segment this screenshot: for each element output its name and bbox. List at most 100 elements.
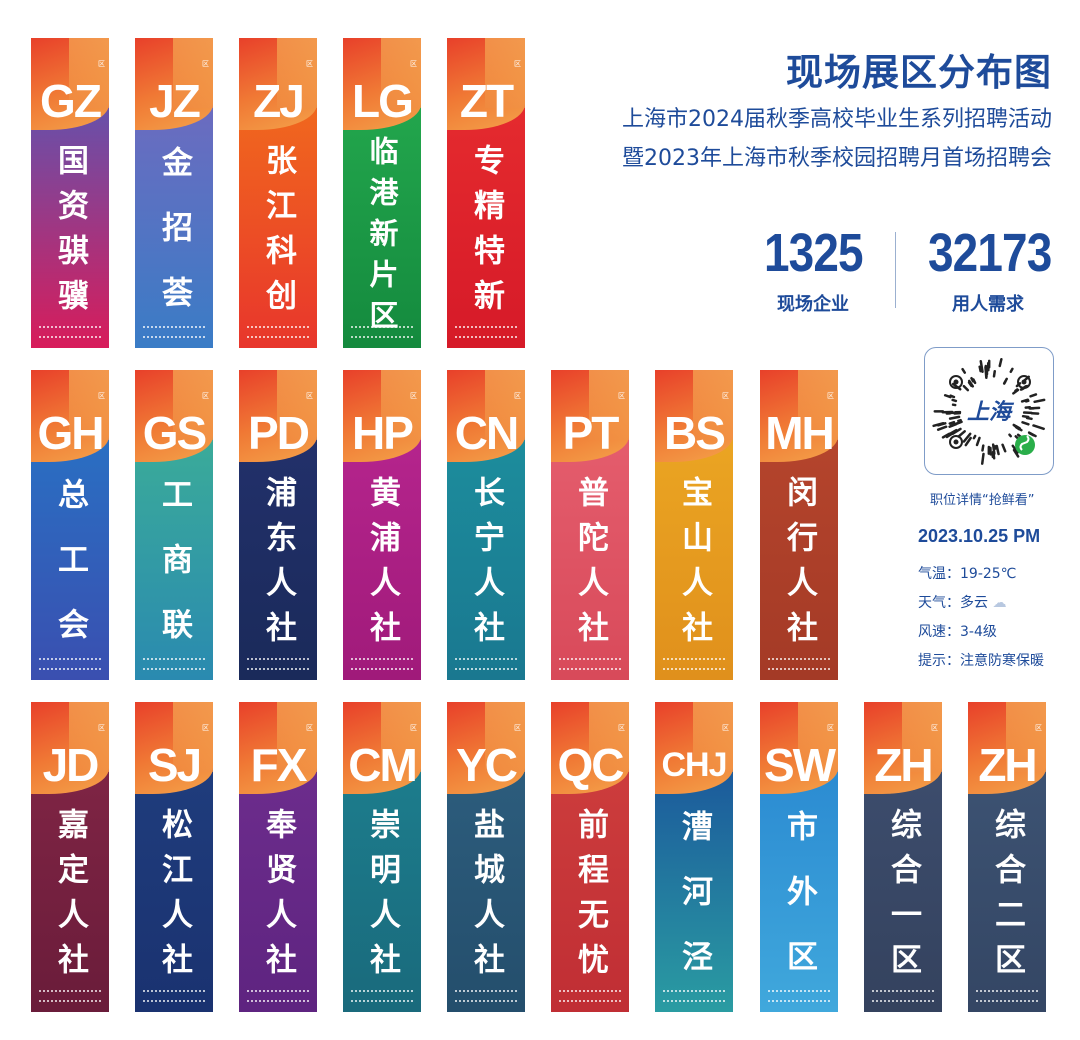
fine-print xyxy=(351,990,413,1002)
fine-print xyxy=(768,990,830,1002)
zone-banner-cm: CM 区崇明人社 xyxy=(343,702,421,1012)
banner-cap-highlight xyxy=(693,370,733,440)
zone-banner-lg: LG 区临港新片区 xyxy=(343,38,421,348)
fine-print xyxy=(455,990,517,1002)
zone-suffix: 区 xyxy=(98,60,105,68)
zone-code: QC xyxy=(557,739,625,791)
subtitle-1: 上海市2024届秋季高校毕业生系列招聘活动 xyxy=(622,107,1052,132)
zone-name: 综合一区 xyxy=(885,808,921,988)
zone-banner-yc: YC 区盐城人社 xyxy=(447,702,525,1012)
zone-suffix: 区 xyxy=(827,724,834,732)
fine-print xyxy=(663,990,725,1002)
zone-name: 盐城人社 xyxy=(468,808,504,988)
zone-code: CHJ xyxy=(661,746,727,784)
zone-banner-qc: QC 区前程无忧 xyxy=(551,702,629,1012)
zone-name: 长宁人社 xyxy=(468,476,504,656)
zone-suffix: 区 xyxy=(306,60,313,68)
zone-code: LG xyxy=(352,75,414,127)
qr-center-text: 上海 xyxy=(967,400,1015,425)
fine-print xyxy=(143,326,205,338)
zone-name: 松江人社 xyxy=(156,808,192,988)
fine-print xyxy=(559,990,621,1002)
banner-cap-highlight xyxy=(69,38,109,108)
wind-speed: 风速：3-4级 xyxy=(918,624,997,640)
zone-code: CM xyxy=(348,739,418,791)
banner-cap-highlight xyxy=(277,38,317,108)
zone-suffix: 区 xyxy=(306,724,313,732)
zone-banner-sj: SJ 区松江人社 xyxy=(135,702,213,1012)
banner-cap-highlight xyxy=(277,370,317,440)
zone-suffix: 区 xyxy=(618,724,625,732)
zone-banner-zt: ZT 区专精特新 xyxy=(447,38,525,348)
banner-cap-highlight xyxy=(589,370,629,440)
page-title: 现场展区分布图 xyxy=(786,51,1052,94)
event-date: 2023.10.25 PM xyxy=(918,526,1041,546)
fine-print xyxy=(559,658,621,670)
zone-suffix: 区 xyxy=(306,392,313,400)
zone-name: 普陀人社 xyxy=(572,476,608,656)
zone-banner-hp: HP 区黄浦人社 xyxy=(343,370,421,680)
banner-cap-highlight xyxy=(693,702,733,772)
zone-suffix: 区 xyxy=(514,392,521,400)
fine-print xyxy=(976,990,1038,1002)
zone-code: GH xyxy=(37,407,105,459)
mini-program-icon xyxy=(1015,435,1035,455)
banner-cap-highlight xyxy=(902,702,942,772)
zone-code: SJ xyxy=(147,739,202,791)
zone-code: CN xyxy=(454,407,519,459)
zone-code: JD xyxy=(42,739,100,791)
zone-banner-mh: MH 区闵行人社 xyxy=(760,370,838,680)
banner-cap-highlight xyxy=(485,702,525,772)
zone-name: 漕河泾 xyxy=(676,810,712,1005)
qr-code[interactable]: 上海 xyxy=(924,347,1054,475)
zone-banner-jz: JZ 区金招荟 xyxy=(135,38,213,348)
zone-name: 专精特新 xyxy=(468,144,504,324)
zone-banner-zh: ZH 区综合一区 xyxy=(864,702,942,1012)
zone-name: 嘉定人社 xyxy=(52,808,88,988)
zone-code: GZ xyxy=(40,75,102,127)
zone-name: 浦东人社 xyxy=(260,476,296,656)
banner-cap-highlight xyxy=(173,370,213,440)
zone-suffix: 区 xyxy=(1035,724,1042,732)
banner-cap-highlight xyxy=(69,370,109,440)
zone-banner-fx: FX 区奉贤人社 xyxy=(239,702,317,1012)
fine-print xyxy=(351,326,413,338)
qr-code-pattern: 上海 xyxy=(932,358,1046,465)
qr-caption: 职位详情“抢鲜看” xyxy=(930,493,1035,508)
stat-demand-label: 用人需求 xyxy=(952,294,1024,315)
zone-code: FX xyxy=(250,739,308,791)
banner-cap-highlight xyxy=(589,702,629,772)
zone-suffix: 区 xyxy=(514,724,521,732)
banner-cap-highlight xyxy=(485,38,525,108)
banner-cap-highlight xyxy=(798,370,838,440)
zone-banner-bs: BS 区宝山人社 xyxy=(655,370,733,680)
zone-name: 宝山人社 xyxy=(676,476,712,656)
zone-name: 金招荟 xyxy=(156,146,192,341)
banner-cap-highlight xyxy=(381,702,421,772)
fine-print xyxy=(247,990,309,1002)
zone-code: ZH xyxy=(978,739,1037,791)
zone-banner-gz: GZ 区国资骐骥 xyxy=(31,38,109,348)
temperature: 气温：19-25℃ xyxy=(918,566,1017,582)
zone-banner-gs: GS 区工商联 xyxy=(135,370,213,680)
fine-print xyxy=(351,658,413,670)
zone-name: 综合二区 xyxy=(989,808,1025,988)
banner-cap-highlight xyxy=(381,38,421,108)
stat-demand-value: 32173 xyxy=(928,223,1052,283)
fine-print xyxy=(455,326,517,338)
zone-code: ZJ xyxy=(253,75,305,127)
zone-banner-pd: PD 区浦东人社 xyxy=(239,370,317,680)
banner-cap-highlight xyxy=(485,370,525,440)
zone-suffix: 区 xyxy=(410,60,417,68)
fine-print xyxy=(39,658,101,670)
zone-banner-sw: SW 区市外区 xyxy=(760,702,838,1012)
zone-suffix: 区 xyxy=(410,392,417,400)
zone-code: MH xyxy=(765,407,835,459)
zone-name: 张江科创 xyxy=(260,144,296,324)
zone-code: BS xyxy=(664,407,726,459)
zone-name: 国资骐骥 xyxy=(52,144,88,324)
fine-print xyxy=(143,658,205,670)
zone-suffix: 区 xyxy=(202,724,209,732)
zone-banner-cn: CN 区长宁人社 xyxy=(447,370,525,680)
zone-suffix: 区 xyxy=(98,724,105,732)
